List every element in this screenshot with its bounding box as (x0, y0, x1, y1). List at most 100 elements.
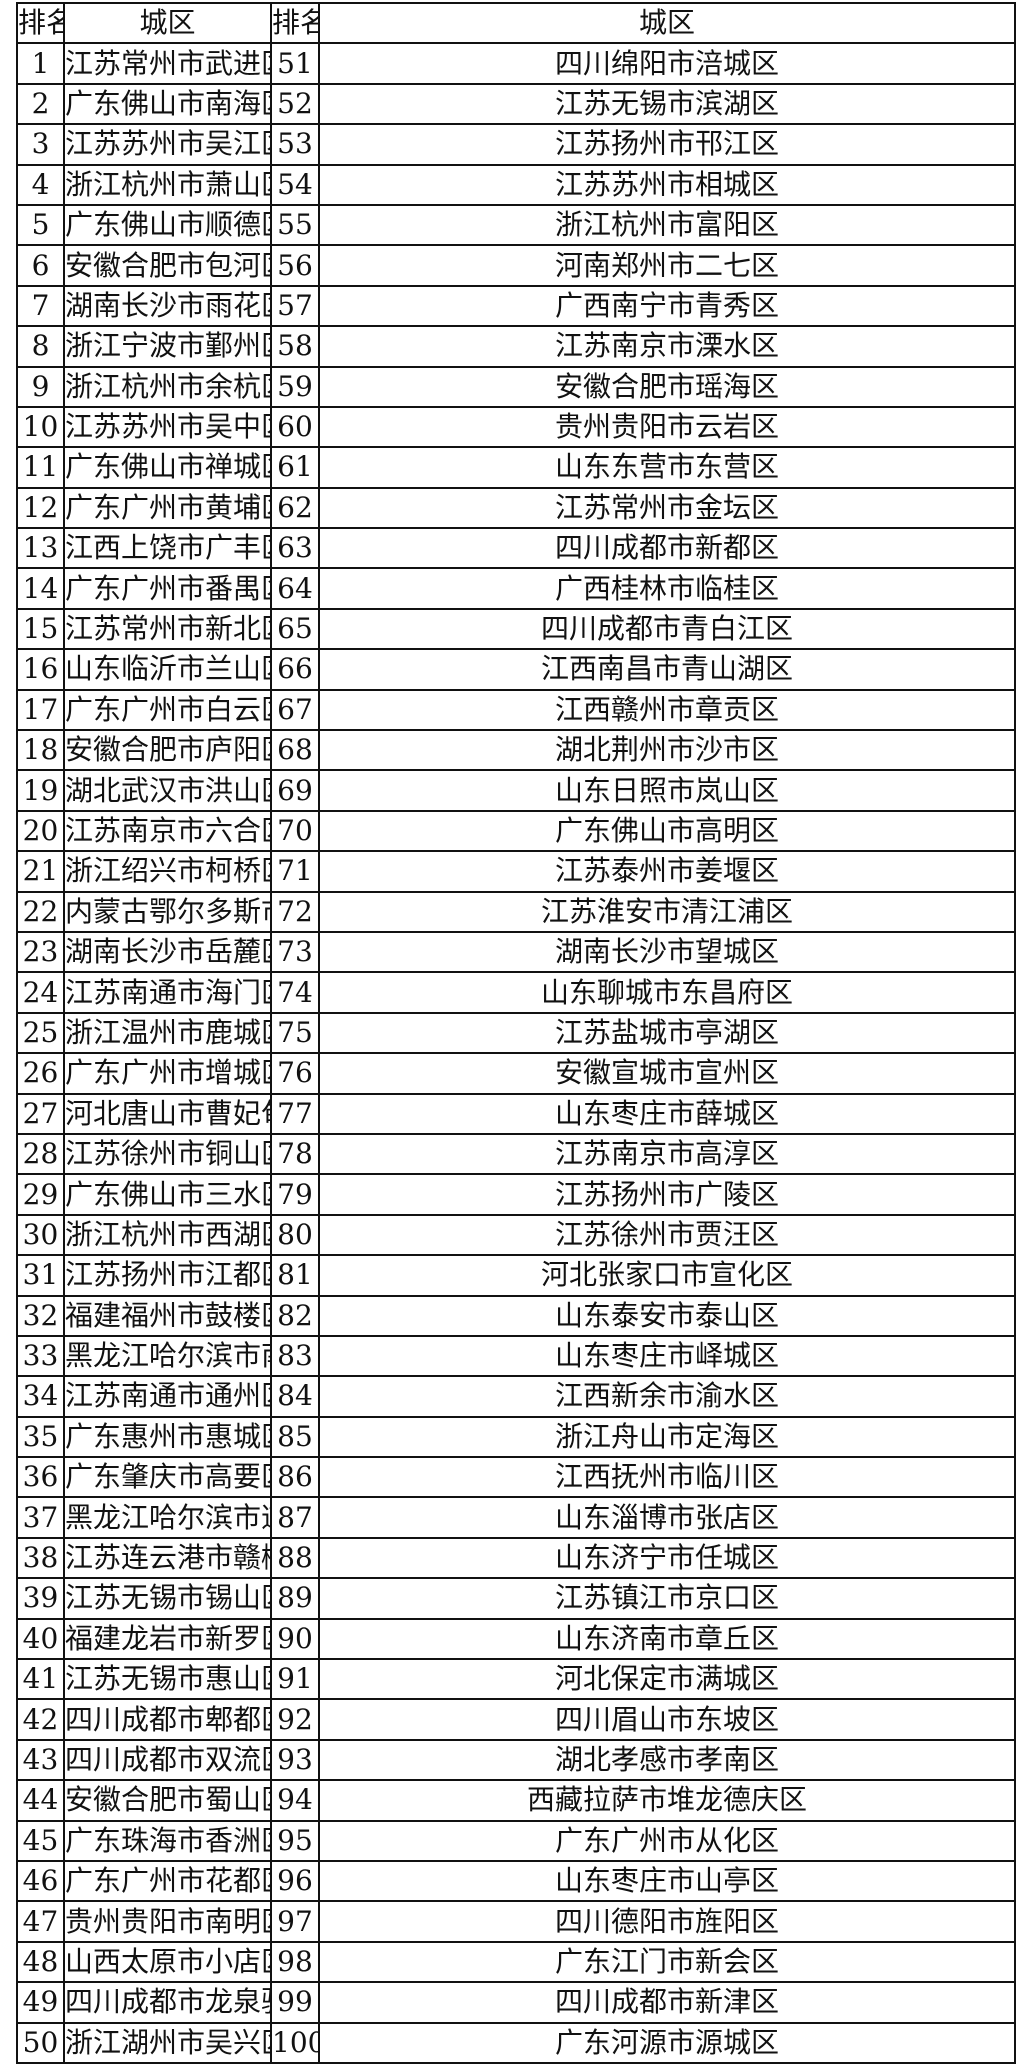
district-cell: 江苏淮安市清江浦区 (318, 890, 1016, 933)
district-cell: 广东广州市番禺区 (63, 567, 272, 610)
rank-cell: 89 (270, 1577, 320, 1620)
district-cell: 山东枣庄市山亭区 (318, 1859, 1016, 1903)
rank-cell: 99 (270, 1981, 320, 2024)
district-cell: 湖北荆州市沙市区 (318, 729, 1016, 772)
district-cell: 山东东营市东营区 (318, 446, 1016, 489)
table-row: 21 浙江绍兴市柯桥区 71 江苏泰州市姜堰区 (16, 850, 1016, 893)
rank-cell: 39 (16, 1577, 65, 1620)
rank-cell: 58 (270, 325, 320, 368)
rank-cell: 31 (16, 1254, 65, 1297)
rank-cell: 15 (16, 607, 65, 651)
rank-cell: 92 (270, 1698, 320, 1741)
rank-cell: 79 (270, 1173, 320, 1216)
header-row: 排名 城区 排名 城区 (16, 1, 1016, 45)
district-cell: 江苏南京市高淳区 (318, 1132, 1016, 1176)
district-cell: 四川成都市龙泉驿区 (63, 1981, 272, 2024)
rank-cell: 25 (16, 1011, 65, 1055)
district-cell: 江西赣州市章贡区 (318, 688, 1016, 732)
rank-cell: 52 (270, 82, 320, 126)
rank-cell: 41 (16, 1658, 65, 1701)
district-cell: 安徽合肥市瑶海区 (318, 365, 1016, 408)
district-cell: 浙江杭州市余杭区 (63, 365, 272, 408)
rank-cell: 85 (270, 1415, 320, 1459)
district-cell: 江西抚州市临川区 (318, 1456, 1016, 1499)
district-cell: 四川成都市新津区 (318, 1981, 1016, 2024)
table-row: 48 山西太原市小店区 98 广东江门市新会区 (16, 1940, 1016, 1984)
rank-cell: 17 (16, 688, 65, 732)
rank-cell: 71 (270, 850, 320, 893)
district-cell: 四川成都市青白江区 (318, 607, 1016, 651)
district-cell: 浙江温州市鹿城区 (63, 1011, 272, 1055)
district-cell: 江苏连云港市赣榆区 (63, 1536, 272, 1580)
rank-cell: 95 (270, 1819, 320, 1862)
rank-cell: 20 (16, 809, 65, 853)
rank-cell: 100 (270, 2021, 320, 2064)
district-cell: 广东佛山市高明区 (318, 809, 1016, 853)
rank-cell: 59 (270, 365, 320, 408)
district-cell: 山东济南市章丘区 (318, 1617, 1016, 1661)
header-district: 城区 (63, 1, 272, 45)
rank-cell: 86 (270, 1456, 320, 1499)
table-row: 30 浙江杭州市西湖区 80 江苏徐州市贾汪区 (16, 1213, 1016, 1257)
district-cell: 浙江杭州市西湖区 (63, 1213, 272, 1257)
district-cell: 江苏扬州市江都区 (63, 1254, 272, 1297)
rank-cell: 76 (270, 1052, 320, 1095)
district-cell: 山东枣庄市薛城区 (318, 1092, 1016, 1135)
header-rank: 排名 (16, 1, 65, 45)
table-row: 17 广东广州市白云区 67 江西赣州市章贡区 (16, 688, 1016, 732)
district-cell: 安徽合肥市蜀山区 (63, 1779, 272, 1822)
rank-cell: 13 (16, 527, 65, 570)
rank-cell: 70 (270, 809, 320, 853)
table-row: 15 江苏常州市新北区 65 四川成都市青白江区 (16, 607, 1016, 651)
rank-cell: 26 (16, 1052, 65, 1095)
district-cell: 湖南长沙市雨花区 (63, 284, 272, 328)
district-cell: 广东广州市白云区 (63, 688, 272, 732)
district-cell: 四川绵阳市涪城区 (318, 42, 1016, 85)
district-cell: 江苏无锡市惠山区 (63, 1658, 272, 1701)
table-row: 33黑龙江哈尔滨市南岗区83山东枣庄市峄城区 (16, 1334, 1016, 1378)
table-row: 43 四川成都市双流区 93 湖北孝感市孝南区 (16, 1738, 1016, 1782)
district-cell: 广西南宁市青秀区 (318, 284, 1016, 328)
rank-cell: 10 (16, 405, 65, 449)
district-cell: 广东广州市增城区 (63, 1052, 272, 1095)
table-row: 40 福建龙岩市新罗区 90 山东济南市章丘区 (16, 1617, 1016, 1661)
district-cell: 广东河源市源城区 (318, 2021, 1016, 2064)
rank-cell: 83 (270, 1334, 320, 1378)
rank-cell: 9 (16, 365, 65, 408)
table-row: 5 广东佛山市顺德区 55 浙江杭州市富阳区 (16, 203, 1016, 247)
table-row: 29 广东佛山市三水区 79 江苏扬州市广陵区 (16, 1173, 1016, 1216)
table-row: 20 江苏南京市六合区 70 广东佛山市高明区 (16, 809, 1016, 853)
district-cell: 广东珠海市香洲区 (63, 1819, 272, 1862)
rank-cell: 49 (16, 1981, 65, 2024)
district-cell: 山东泰安市泰山区 (318, 1294, 1016, 1337)
rank-cell: 68 (270, 729, 320, 772)
table-row: 36 广东肇庆市高要区 86 江西抚州市临川区 (16, 1456, 1016, 1499)
district-cell: 贵州贵阳市云岩区 (318, 405, 1016, 449)
district-cell: 西藏拉萨市堆龙德庆区 (318, 1779, 1016, 1822)
district-cell: 河北保定市满城区 (318, 1658, 1016, 1701)
district-cell: 广东惠州市惠城区 (63, 1415, 272, 1459)
rank-cell: 63 (270, 527, 320, 570)
district-cell: 山东济宁市任城区 (318, 1536, 1016, 1580)
rank-cell: 34 (16, 1375, 65, 1418)
table-row: 31 江苏扬州市江都区 81 河北张家口市宣化区 (16, 1254, 1016, 1297)
rank-cell: 35 (16, 1415, 65, 1459)
rank-cell: 1 (16, 42, 65, 85)
district-cell: 广东佛山市南海区 (63, 82, 272, 126)
district-cell: 安徽合肥市包河区 (63, 244, 272, 287)
district-cell: 江苏苏州市吴江区 (63, 123, 272, 166)
district-cell: 广东广州市黄埔区 (63, 486, 272, 530)
district-cell: 四川成都市郫都区 (63, 1698, 272, 1741)
table-row: 22内蒙古鄂尔多斯市东胜区72江苏淮安市清江浦区 (16, 890, 1016, 933)
table-row: 2 广东佛山市南海区 52 江苏无锡市滨湖区 (16, 82, 1016, 126)
district-cell: 江苏徐州市贾汪区 (318, 1213, 1016, 1257)
rank-cell: 22 (16, 890, 65, 933)
table-row: 26 广东广州市增城区 76 安徽宣城市宣州区 (16, 1052, 1016, 1095)
rank-cell: 8 (16, 325, 65, 368)
district-cell: 广西桂林市临桂区 (318, 567, 1016, 610)
rank-cell: 53 (270, 123, 320, 166)
table-row: 12 广东广州市黄埔区 62 江苏常州市金坛区 (16, 486, 1016, 530)
district-cell: 浙江杭州市富阳区 (318, 203, 1016, 247)
table-row: 11 广东佛山市禅城区 61 山东东营市东营区 (16, 446, 1016, 489)
table-row: 38江苏连云港市赣榆区88山东济宁市任城区 (16, 1536, 1016, 1580)
